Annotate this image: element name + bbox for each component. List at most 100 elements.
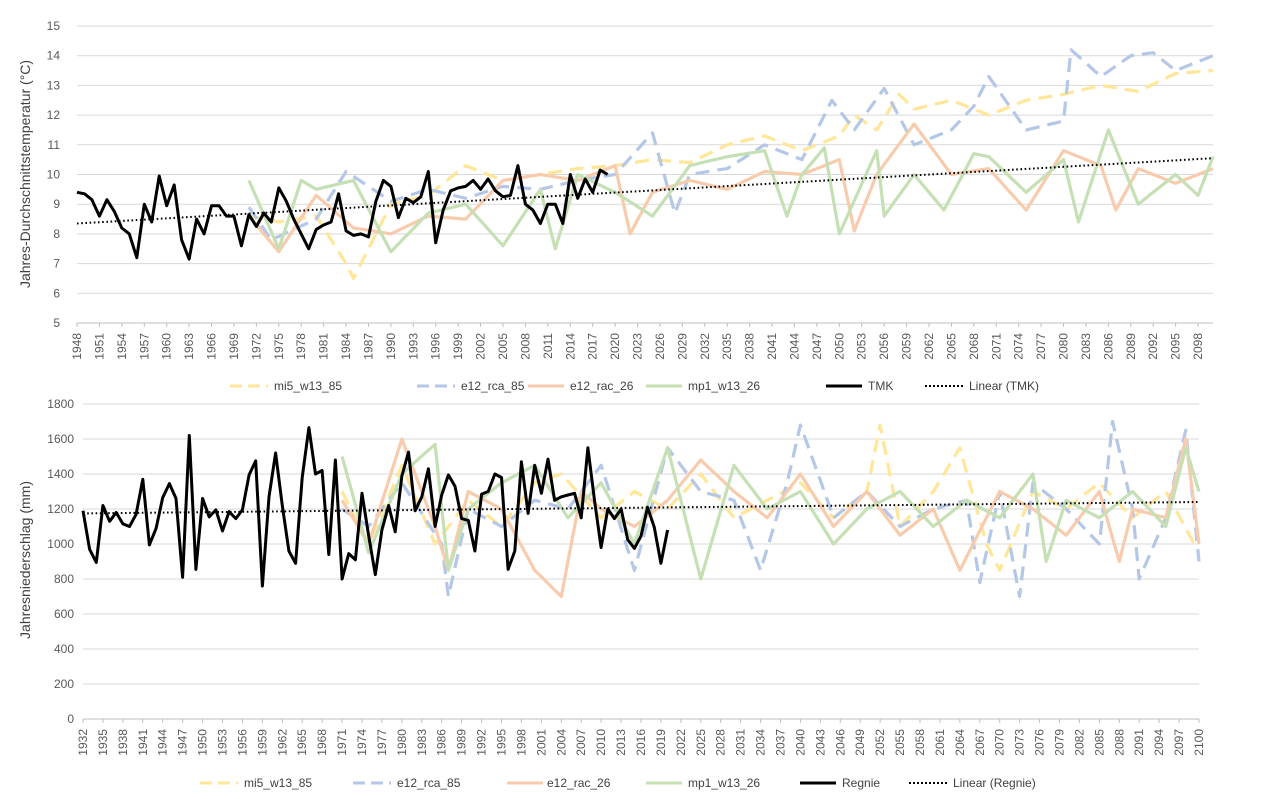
x-tick-label: 2085 bbox=[1092, 729, 1106, 756]
legend-label-e12rac: e12_rac_26 bbox=[547, 776, 611, 790]
x-tick-label: 1996 bbox=[429, 333, 443, 360]
x-tick-label: 1960 bbox=[160, 333, 174, 360]
x-tick-label: 2097 bbox=[1172, 729, 1186, 756]
series-line-e12-rca-85 bbox=[341, 419, 1201, 599]
series-line-linear-regnie- bbox=[82, 501, 1200, 515]
y-tick-label: 1600 bbox=[47, 432, 74, 446]
x-tick-label: 1953 bbox=[216, 729, 230, 756]
y-tick-label: 13 bbox=[47, 78, 61, 92]
precipitation-legend: mi5_w13_85 e12_rca_85 e12_rac_26 mp1_w13… bbox=[200, 776, 1036, 790]
legend-label-e12rac: e12_rac_26 bbox=[570, 379, 634, 393]
series-line-mp1-w13-26 bbox=[247, 128, 1215, 254]
x-tick-label: 1978 bbox=[294, 333, 308, 360]
legend-label-mp1: mp1_w13_26 bbox=[688, 379, 760, 393]
legend-label-mi5: mi5_w13_85 bbox=[244, 776, 312, 790]
x-tick-label: 2077 bbox=[1034, 333, 1048, 360]
x-tick-label: 1993 bbox=[406, 333, 420, 360]
x-tick-label: 1972 bbox=[249, 333, 263, 360]
y-tick-label: 600 bbox=[54, 607, 74, 621]
x-tick-label: 2023 bbox=[631, 333, 645, 360]
x-tick-label: 1986 bbox=[435, 729, 449, 756]
legend-label-mi5: mi5_w13_85 bbox=[274, 379, 342, 393]
x-tick-label: 2008 bbox=[518, 333, 532, 360]
x-tick-label: 2098 bbox=[1191, 333, 1205, 360]
x-tick-label: 2046 bbox=[833, 729, 847, 756]
x-tick-label: 1980 bbox=[395, 729, 409, 756]
legend-label-mp1: mp1_w13_26 bbox=[688, 776, 760, 790]
x-tick-label: 2035 bbox=[720, 333, 734, 360]
series-line-regnie bbox=[81, 426, 670, 588]
x-tick-label: 2079 bbox=[1053, 729, 1067, 756]
series-line-e12-rca-85 bbox=[247, 48, 1214, 242]
x-tick-label: 2038 bbox=[743, 333, 757, 360]
x-tick-label: 2092 bbox=[1146, 333, 1160, 360]
x-tick-label: 1956 bbox=[235, 729, 249, 756]
x-tick-label: 1998 bbox=[514, 729, 528, 756]
x-tick-label: 2062 bbox=[922, 333, 936, 360]
x-tick-label: 1995 bbox=[495, 729, 509, 756]
x-tick-label: 2049 bbox=[853, 729, 867, 756]
x-tick-label: 2083 bbox=[1079, 333, 1093, 360]
x-tick-label: 2086 bbox=[1101, 333, 1115, 360]
y-tick-label: 1200 bbox=[47, 502, 74, 516]
y-tick-label: 9 bbox=[53, 197, 60, 211]
series-line-tmk bbox=[76, 164, 609, 261]
x-tick-label: 2010 bbox=[594, 729, 608, 756]
series-line-e12-rac-26 bbox=[340, 437, 1201, 599]
x-tick-label: 2055 bbox=[893, 729, 907, 756]
x-tick-label: 1957 bbox=[137, 333, 151, 360]
x-tick-label: 2071 bbox=[989, 333, 1003, 360]
x-tick-label: 1965 bbox=[295, 729, 309, 756]
y-tick-label: 14 bbox=[47, 49, 61, 63]
x-tick-label: 2076 bbox=[1033, 729, 1047, 756]
x-tick-label: 1987 bbox=[361, 333, 375, 360]
x-tick-label: 2080 bbox=[1057, 333, 1071, 360]
x-tick-label: 1989 bbox=[455, 729, 469, 756]
x-tick-label: 2007 bbox=[574, 729, 588, 756]
x-tick-label: 2037 bbox=[774, 729, 788, 756]
x-tick-label: 1968 bbox=[315, 729, 329, 756]
x-tick-label: 2088 bbox=[1112, 729, 1126, 756]
x-tick-label: 2091 bbox=[1132, 729, 1146, 756]
x-tick-label: 1984 bbox=[339, 333, 353, 360]
x-tick-label: 1999 bbox=[451, 333, 465, 360]
temperature-y-axis-label: Jahres-Durchschnittstemperatur (°C) bbox=[17, 60, 33, 288]
x-tick-label: 2073 bbox=[1013, 729, 1027, 756]
x-tick-label: 2005 bbox=[496, 333, 510, 360]
x-tick-label: 1975 bbox=[272, 333, 286, 360]
y-tick-label: 400 bbox=[54, 642, 74, 656]
x-tick-label: 1981 bbox=[317, 333, 331, 360]
x-tick-label: 2040 bbox=[793, 729, 807, 756]
x-tick-label: 2014 bbox=[563, 333, 577, 360]
x-tick-label: 2029 bbox=[675, 333, 689, 360]
x-tick-label: 2041 bbox=[765, 333, 779, 360]
x-tick-label: 1966 bbox=[205, 333, 219, 360]
precipitation-y-axis-label: Jahresniederschlag (mm) bbox=[17, 481, 33, 639]
x-tick-label: 1992 bbox=[475, 729, 489, 756]
x-tick-label: 2050 bbox=[832, 333, 846, 360]
x-tick-label: 1944 bbox=[156, 729, 170, 756]
x-tick-label: 2031 bbox=[734, 729, 748, 756]
x-tick-label: 2011 bbox=[541, 333, 555, 359]
y-tick-label: 6 bbox=[53, 286, 60, 300]
x-tick-label: 1977 bbox=[375, 729, 389, 756]
x-tick-label: 1932 bbox=[76, 729, 90, 756]
x-tick-label: 2032 bbox=[698, 333, 712, 360]
x-tick-label: 1948 bbox=[70, 333, 84, 360]
x-tick-label: 2058 bbox=[913, 729, 927, 756]
x-tick-label: 1938 bbox=[116, 729, 130, 756]
y-tick-label: 15 bbox=[47, 19, 61, 33]
x-tick-label: 1990 bbox=[384, 333, 398, 360]
y-tick-label: 800 bbox=[54, 572, 74, 586]
y-tick-label: 8 bbox=[53, 227, 60, 241]
x-tick-label: 1951 bbox=[92, 333, 106, 360]
x-tick-label: 2004 bbox=[554, 729, 568, 756]
x-tick-label: 2022 bbox=[674, 729, 688, 756]
x-tick-label: 2013 bbox=[614, 729, 628, 756]
legend-label-obs: Regnie bbox=[842, 776, 880, 790]
x-tick-label: 2056 bbox=[877, 333, 891, 360]
x-tick-label: 2068 bbox=[967, 333, 981, 360]
y-tick-label: 1000 bbox=[47, 537, 74, 551]
x-tick-label: 2034 bbox=[754, 729, 768, 756]
